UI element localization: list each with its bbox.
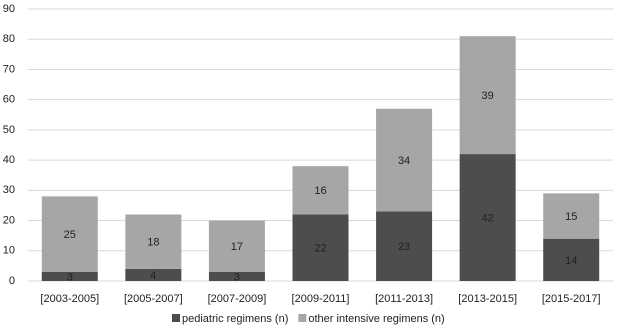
value-label: 42 xyxy=(482,212,494,224)
value-label: 16 xyxy=(314,185,326,197)
bar-segment xyxy=(41,271,98,281)
value-label: 4 xyxy=(150,270,156,282)
x-tick-label: [2011-2013] xyxy=(375,293,433,305)
x-tick-label: [2007-2009] xyxy=(208,293,267,305)
value-label: 23 xyxy=(398,241,410,253)
value-label: 25 xyxy=(64,229,76,241)
bar-segment xyxy=(292,214,349,281)
value-label: 15 xyxy=(565,211,577,223)
bar-segment xyxy=(459,36,516,155)
bar-segment xyxy=(376,108,433,212)
y-tick-label: 60 xyxy=(3,94,15,106)
value-label: 18 xyxy=(147,237,159,249)
bar-segment xyxy=(208,271,265,281)
value-label: 34 xyxy=(398,155,410,167)
bar-segment xyxy=(376,211,433,281)
value-label: 22 xyxy=(314,243,326,255)
bar-segment xyxy=(125,214,182,269)
legend-label: pediatric regimens (n) xyxy=(182,313,288,325)
value-label: 3 xyxy=(234,271,240,283)
y-tick-label: 10 xyxy=(3,245,15,257)
value-label: 17 xyxy=(231,241,243,253)
y-tick-label: 30 xyxy=(3,184,15,196)
x-tick-label: [2015-2017] xyxy=(542,293,601,305)
bar-segment xyxy=(459,154,516,281)
legend-swatch xyxy=(172,314,180,322)
bar-segment xyxy=(543,193,600,239)
bar-segment xyxy=(208,220,265,272)
y-tick-label: 50 xyxy=(3,124,15,136)
bar-segment xyxy=(543,238,600,281)
bar-segment xyxy=(125,268,182,281)
y-tick-label: 90 xyxy=(3,3,15,15)
x-tick-label: [2003-2005] xyxy=(40,293,99,305)
y-tick-label: 80 xyxy=(3,33,15,45)
bar-segment xyxy=(292,166,349,215)
value-label: 3 xyxy=(67,271,73,283)
x-tick-label: [2013-2015] xyxy=(458,293,517,305)
y-tick-label: 0 xyxy=(9,275,15,287)
x-tick-label: [2005-2007] xyxy=(124,293,183,305)
y-tick-label: 70 xyxy=(3,63,15,75)
value-label: 39 xyxy=(482,90,494,102)
y-tick-label: 20 xyxy=(3,214,15,226)
legend-label: other intensive regimens (n) xyxy=(308,313,444,325)
value-label: 14 xyxy=(565,255,577,267)
legend-swatch xyxy=(298,314,307,322)
y-tick-label: 40 xyxy=(3,154,15,166)
bar-segment xyxy=(41,196,98,272)
x-tick-label: [2009-2011] xyxy=(292,293,350,305)
